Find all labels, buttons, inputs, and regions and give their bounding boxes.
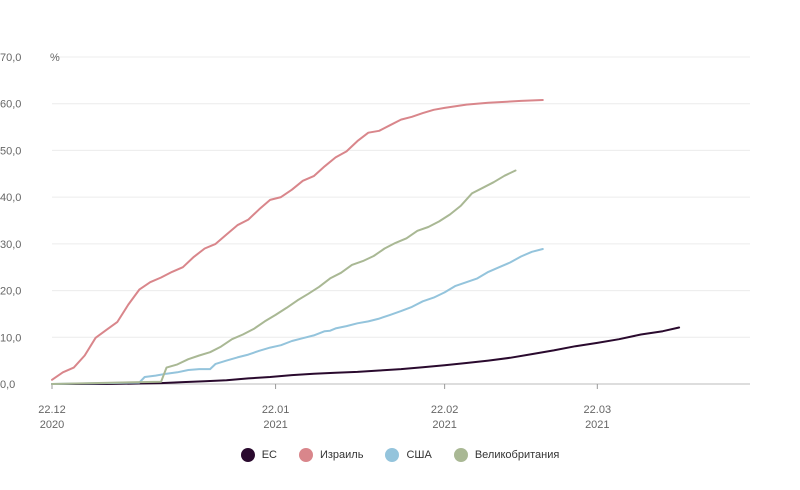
legend-swatch [240, 448, 255, 462]
y-tick-label: 10,0 [0, 332, 21, 344]
x-tick-year-label: 2021 [432, 419, 456, 430]
legend-item: ЕС [240, 448, 277, 462]
x-tick-label: 22.12 [38, 404, 66, 416]
y-tick-label: 70,0 [0, 52, 21, 64]
legend-swatch [453, 448, 468, 462]
series-line [51, 99, 544, 381]
series-lines [51, 99, 681, 385]
y-unit-label: % [50, 52, 60, 64]
x-tick-year-label: 2020 [40, 419, 64, 430]
y-axis: 0,0 10,0 20,0 30,0 40,0 50,0 60,0 70,0 [0, 52, 21, 391]
chart: 0,010,020,030,040,050,060,070,0 % 22.122… [0, 52, 750, 430]
y-tick-label: 30,0 [0, 239, 21, 251]
x-axis: 22.12 2020 22.01 2021 22.02 2021 22.03 2021 [38, 384, 611, 430]
grid [52, 56, 750, 385]
y-tick-label: 50,0 [0, 145, 21, 157]
legend-label: Великобритания [474, 449, 560, 461]
legend-swatch [385, 448, 400, 462]
legend-item: Израиль [298, 448, 364, 462]
x-tick-year-label: 2021 [585, 419, 609, 430]
y-tick-label: 40,0 [0, 192, 21, 204]
series-line [51, 326, 681, 385]
legend-label: Израиль [319, 449, 364, 461]
legend-label: США [406, 449, 432, 461]
legend-swatch [298, 448, 313, 462]
x-tick-label: 22.02 [431, 404, 459, 416]
x-tick-label: 22.01 [262, 404, 290, 416]
legend-item: Великобритания [453, 448, 560, 462]
x-tick-label: 22.03 [584, 404, 612, 416]
legend-item: США [385, 448, 432, 462]
y-tick-label: 20,0 [0, 286, 21, 298]
series-line [51, 169, 517, 385]
y-tick-label: 0,0 [0, 379, 15, 391]
series-line [51, 248, 544, 385]
legend-label: ЕС [261, 449, 277, 461]
y-tick-label: 60,0 [0, 99, 21, 111]
x-tick-year-label: 2021 [263, 419, 287, 430]
legend: ЕС Израиль США Великобритания [0, 448, 800, 462]
